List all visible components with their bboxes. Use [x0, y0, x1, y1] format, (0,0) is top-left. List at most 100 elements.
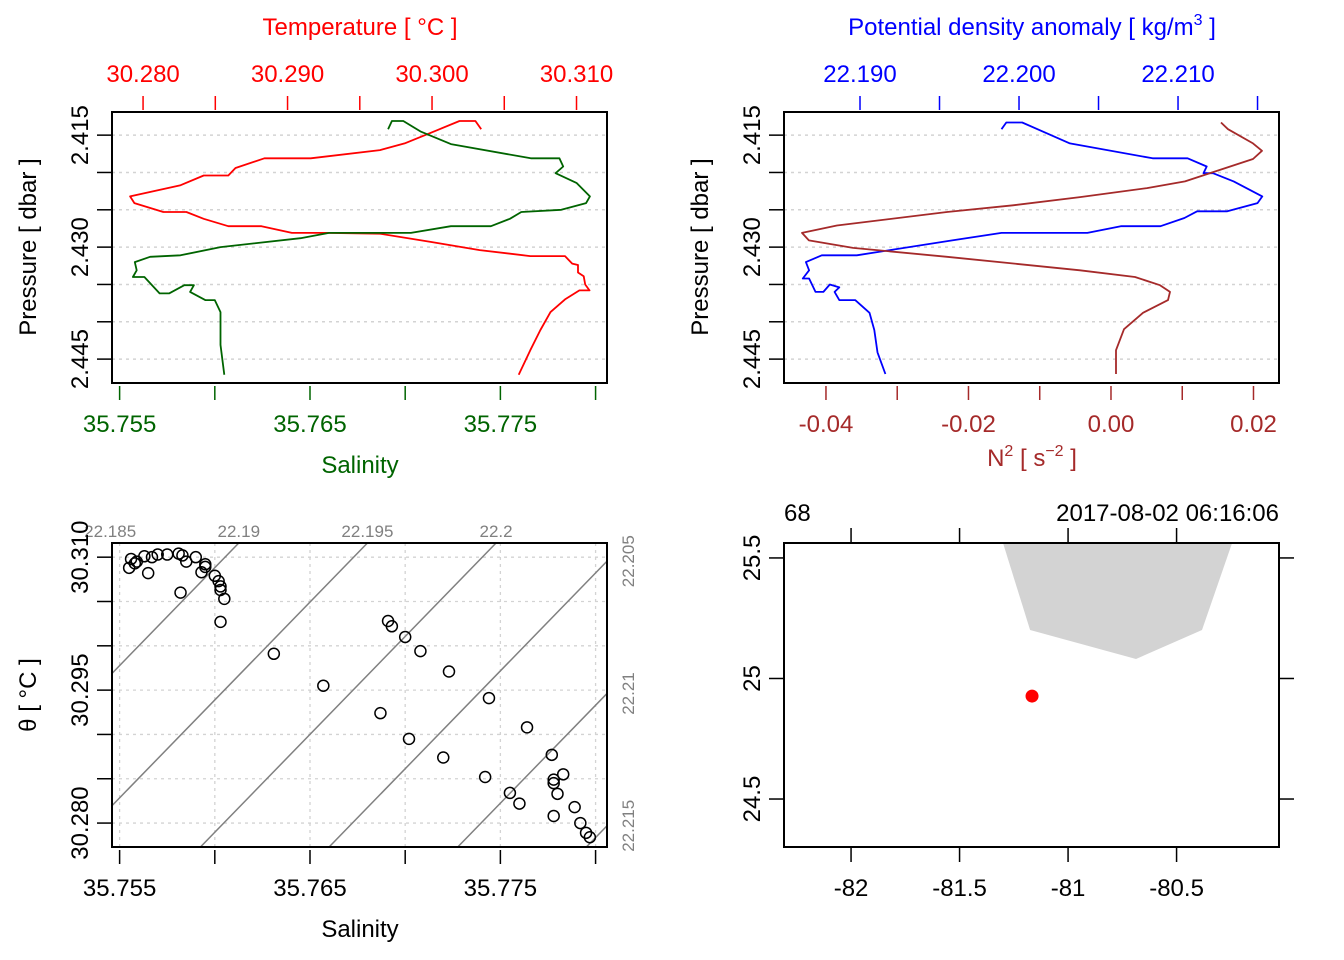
ts-point: [556, 768, 570, 781]
pressure-axis-title: Pressure [ dbar ]: [15, 158, 42, 335]
ts-point: [547, 773, 560, 786]
density-title-sup: 3: [1194, 12, 1203, 29]
salinity-axis-tick-label: 35.775: [464, 411, 537, 438]
ts-salinity-axis-tick-label: 35.755: [83, 875, 156, 902]
ts-point: [482, 691, 496, 705]
station-number: 68: [784, 500, 811, 527]
ts-point: [547, 776, 560, 790]
latitude-tick-label: 25: [739, 665, 766, 692]
n2-axis-tick-label: -0.04: [799, 411, 854, 438]
ts-point: [189, 550, 203, 564]
ts-point: [442, 665, 456, 678]
ts-point: [547, 809, 560, 823]
land-polygon: [1003, 543, 1233, 659]
isopycnal-label: 22.205: [619, 535, 638, 587]
n2-axis-tick-label: -0.02: [941, 411, 996, 438]
ts-point: [437, 751, 450, 764]
isopycnal-label: 22.195: [341, 522, 393, 541]
temperature-axis-tick-label: 30.290: [251, 61, 324, 88]
map-frame: [783, 542, 1280, 848]
temperature-axis-tick-label: 30.300: [395, 61, 468, 88]
ts-point: [176, 549, 189, 562]
ts-point: [317, 679, 330, 692]
isopycnal-line: [112, 543, 240, 675]
ts-point: [478, 770, 492, 784]
ts-point: [503, 786, 517, 800]
isopycnal-lines: [112, 543, 607, 847]
ts-point: [520, 721, 534, 734]
latitude-tick-label: 25.5: [739, 535, 766, 582]
longitude-tick-label: -80.5: [1149, 875, 1204, 902]
density-axis-tick-label: 22.200: [982, 61, 1055, 88]
ts-point: [138, 550, 151, 563]
salinity-axis-tick-label: 35.755: [83, 411, 156, 438]
isopycnal-label: 22.2: [480, 522, 513, 541]
ts-point: [513, 797, 526, 810]
ts-point: [141, 566, 155, 580]
ts-point: [267, 647, 281, 661]
n2-title-sup2: −2: [1045, 443, 1063, 460]
longitude-tick-label: -81: [1051, 875, 1086, 902]
isopycnal-line: [457, 692, 607, 847]
theta-axis-tick-label: 30.310: [67, 520, 94, 593]
ts-point: [128, 557, 142, 570]
latitude-tick-label: 24.5: [739, 776, 766, 823]
station-marker: [1025, 689, 1039, 703]
n2-axis-tick-label: 0.00: [1088, 411, 1135, 438]
ts-point: [398, 630, 412, 644]
density-title-main: Potential density anomaly [ kg/m: [848, 14, 1194, 41]
ts-point: [574, 816, 587, 830]
density-axis-title: Potential density anomaly [ kg/m3 ]: [848, 12, 1216, 41]
density-profile-line: [801, 121, 1264, 375]
pressure-axis-title-2: Pressure [ dbar ]: [687, 158, 714, 335]
ts-point: [402, 732, 416, 746]
map-content: [1003, 543, 1233, 703]
ts-point: [579, 826, 593, 840]
n2-title-sup: 2: [1004, 443, 1013, 460]
n2-axis-tick-label: 0.02: [1230, 411, 1277, 438]
longitude-tick-label: -81.5: [932, 875, 987, 902]
isopycnal-label: 22.19: [218, 522, 261, 541]
ts-frame: [111, 542, 608, 848]
temperature-profile-line: [129, 120, 591, 376]
theta-axis-tick-label: 30.295: [67, 653, 94, 726]
n2-axis-title: N2 [ s−2 ]: [987, 443, 1077, 472]
ts-point: [385, 620, 399, 633]
ts-point: [414, 644, 427, 658]
ts-point: [124, 552, 138, 566]
temperature-axis-tick-label: 30.280: [106, 61, 179, 88]
ts-point: [214, 615, 227, 629]
density-axis-tick-label: 22.210: [1141, 61, 1214, 88]
density-axis-tick-label: 22.190: [823, 61, 896, 88]
plot-layer: 30.280 30.290 30.300 30.310 35.755 35.765 35.7…: [67, 61, 1294, 902]
ts-point: [568, 800, 581, 814]
ts-point: [545, 748, 559, 762]
longitude-tick-label: -82: [834, 875, 869, 902]
isopycnal-label: 22.215: [619, 800, 638, 852]
isopycnal-line: [112, 543, 368, 807]
ts-salinity-axis-tick-label: 35.765: [273, 875, 346, 902]
ts-salinity-axis-title: Salinity: [321, 916, 398, 943]
temperature-axis-tick-label: 30.310: [540, 61, 613, 88]
isopycnal-line: [199, 543, 497, 847]
station-time: 2017-08-02 06:16:06: [1056, 500, 1279, 527]
salinity-axis-title: Salinity: [321, 452, 398, 479]
theta-axis-title: θ [ °C ]: [15, 658, 42, 732]
ts-point: [214, 580, 227, 593]
ts-point: [212, 574, 225, 588]
n2-title-end: ]: [1064, 445, 1077, 472]
ts-salinity-axis-tick-label: 35.775: [464, 875, 537, 902]
ts-point: [583, 831, 597, 844]
n2-title-mid: [ s: [1013, 445, 1045, 472]
pressure-axis-tick-label: 2.415: [67, 105, 94, 165]
isopycnal-label: 22.21: [619, 672, 638, 715]
profile-lines: [129, 120, 591, 376]
ts-point: [199, 560, 212, 574]
pressure-axis-tick-label: 2.415: [739, 105, 766, 165]
pressure-axis-tick-label: 2.445: [67, 329, 94, 389]
salinity-axis-tick-label: 35.765: [273, 411, 346, 438]
salinity-profile-line: [131, 120, 591, 375]
pressure-axis-tick-label: 2.445: [739, 329, 766, 389]
ts-point: [151, 548, 164, 561]
